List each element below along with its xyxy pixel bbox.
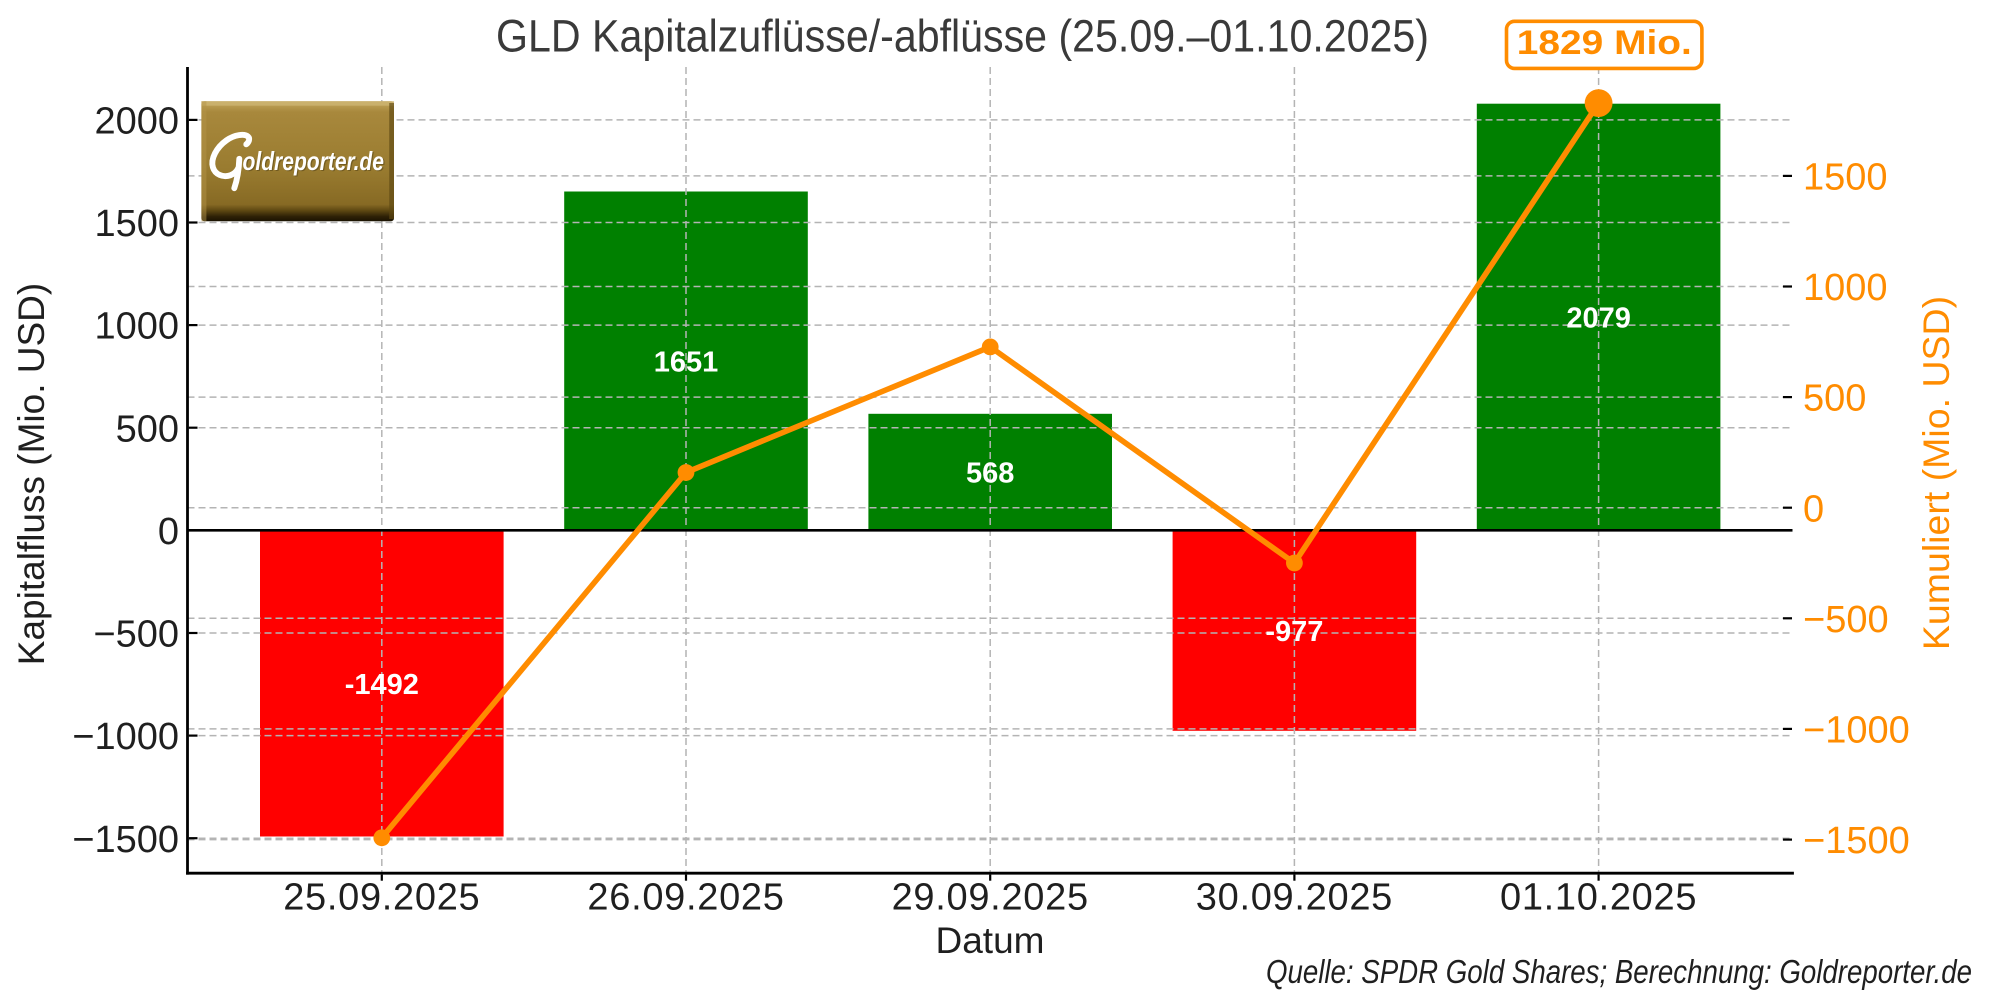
svg-text:-1492: -1492 bbox=[345, 669, 419, 701]
svg-text:Kapitalfluss (Mio. USD): Kapitalfluss (Mio. USD) bbox=[11, 283, 52, 665]
svg-text:−1500: −1500 bbox=[72, 819, 179, 861]
svg-text:−1000: −1000 bbox=[72, 716, 179, 758]
svg-text:1000: 1000 bbox=[1803, 267, 1888, 309]
svg-text:2079: 2079 bbox=[1566, 303, 1631, 335]
svg-text:500: 500 bbox=[116, 408, 179, 450]
svg-text:GLD Kapitalzuflüsse/-abflüsse: GLD Kapitalzuflüsse/-abflüsse (25.09.–01… bbox=[496, 11, 1429, 62]
svg-text:0: 0 bbox=[1803, 488, 1824, 530]
svg-text:30.09.2025: 30.09.2025 bbox=[1196, 877, 1393, 919]
svg-text:1500: 1500 bbox=[94, 203, 179, 245]
svg-text:1000: 1000 bbox=[94, 306, 179, 348]
svg-text:568: 568 bbox=[966, 458, 1014, 490]
svg-text:oldreporter.de: oldreporter.de bbox=[244, 147, 386, 177]
svg-text:1829 Mio.: 1829 Mio. bbox=[1517, 24, 1692, 62]
svg-text:29.09.2025: 29.09.2025 bbox=[892, 877, 1089, 919]
svg-text:−1000: −1000 bbox=[1803, 710, 1910, 752]
svg-text:Datum: Datum bbox=[936, 920, 1045, 961]
svg-text:-977: -977 bbox=[1265, 616, 1323, 648]
svg-text:2000: 2000 bbox=[94, 101, 179, 143]
svg-text:500: 500 bbox=[1803, 378, 1866, 420]
svg-text:25.09.2025: 25.09.2025 bbox=[283, 877, 480, 919]
svg-text:0: 0 bbox=[158, 511, 179, 553]
svg-text:−500: −500 bbox=[93, 614, 179, 656]
svg-text:Quelle: SPDR Gold Shares; Bere: Quelle: SPDR Gold Shares; Berechnung: Go… bbox=[1266, 953, 1972, 990]
svg-text:1500: 1500 bbox=[1803, 157, 1888, 199]
svg-text:Kumuliert (Mio. USD): Kumuliert (Mio. USD) bbox=[1915, 296, 1957, 650]
svg-text:−1500: −1500 bbox=[1803, 820, 1910, 862]
svg-text:1651: 1651 bbox=[654, 346, 719, 378]
svg-text:01.10.2025: 01.10.2025 bbox=[1500, 877, 1697, 919]
svg-text:26.09.2025: 26.09.2025 bbox=[587, 877, 784, 919]
svg-text:−500: −500 bbox=[1803, 599, 1889, 641]
svg-text:oldreporter.de: oldreporter.de bbox=[243, 146, 385, 176]
